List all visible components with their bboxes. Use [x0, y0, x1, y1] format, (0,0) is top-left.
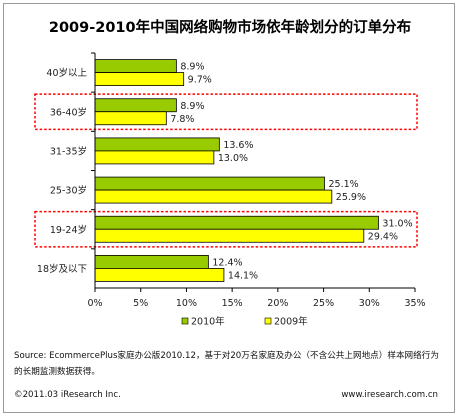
value-label: 31.0% — [382, 218, 412, 229]
legend-label: 2010年 — [191, 316, 225, 328]
category-label: 36-40岁 — [50, 106, 87, 118]
value-label: 9.7% — [188, 75, 212, 86]
value-label: 8.9% — [180, 101, 204, 112]
category-label: 18岁及以下 — [37, 263, 87, 275]
x-tick-label: 15% — [222, 298, 243, 309]
highlight-layer — [34, 93, 418, 248]
value-label: 29.4% — [368, 231, 398, 242]
x-tick-label: 25% — [313, 298, 334, 309]
website-link[interactable]: www.iresearch.com.cn — [341, 390, 438, 400]
x-tick-label: 0% — [87, 298, 102, 309]
bar-2010 — [94, 59, 177, 73]
x-tick-label: 35% — [404, 298, 425, 309]
value-label: 13.6% — [223, 140, 253, 151]
chart-frame — [3, 3, 455, 413]
bar-2009 — [94, 228, 365, 243]
bar-2009 — [94, 150, 215, 165]
x-tick-label: 5% — [133, 298, 148, 309]
bars-layer: 8.9% 9.7% 8.9% 7.8% 13.6% 13.0% 25.1% 25.9% 31.0… — [94, 59, 413, 282]
copyright: ©2011.03 iResearch Inc. — [14, 390, 121, 400]
bar-2009 — [94, 72, 185, 86]
category-label: 31-35岁 — [50, 145, 87, 157]
legend: 2010年 2009年 — [181, 316, 308, 328]
value-label: 25.1% — [328, 179, 358, 190]
x-tick-label: 30% — [359, 298, 380, 309]
legend-swatch — [264, 317, 272, 325]
bar-2010 — [94, 255, 209, 269]
bar-2009 — [94, 268, 225, 282]
highlight-box — [34, 210, 418, 248]
category-label: 40岁以上 — [46, 67, 87, 79]
bar-2009 — [94, 111, 167, 126]
legend-label: 2009年 — [274, 316, 308, 328]
x-tick-label: 20% — [267, 298, 288, 309]
bar-2010 — [94, 98, 177, 113]
value-label: 12.4% — [212, 257, 242, 268]
category-label: 19-24岁 — [50, 224, 87, 236]
legend-swatch — [181, 317, 189, 325]
bar-2009 — [94, 189, 333, 204]
chart-title: 2009-2010年中国网络购物市场依年龄划分的订单分布 — [48, 20, 412, 36]
bar-chart: 8.9% 9.7% 8.9% 7.8% 13.6% 13.0% 25.1% 25.9% 31.0… — [34, 52, 426, 328]
value-label: 13.0% — [218, 153, 248, 164]
value-label: 25.9% — [336, 192, 366, 203]
value-label: 14.1% — [228, 270, 258, 281]
source-note: Source: EcommercePlus家庭办公版2010.12，基于对20万… — [14, 351, 439, 377]
x-tick-label: 10% — [176, 298, 197, 309]
category-label: 25-30岁 — [50, 185, 87, 197]
bar-2010 — [94, 176, 325, 191]
axis-layer: 0% 5% 10% 15% 20% 25% 30% 35% 40岁以上 36-40岁 31-35岁 2… — [37, 52, 426, 309]
bar-2010 — [94, 215, 379, 230]
bar-2010 — [94, 137, 220, 152]
highlight-box — [34, 93, 418, 131]
value-label: 8.9% — [180, 62, 204, 73]
value-label: 7.8% — [170, 114, 194, 125]
